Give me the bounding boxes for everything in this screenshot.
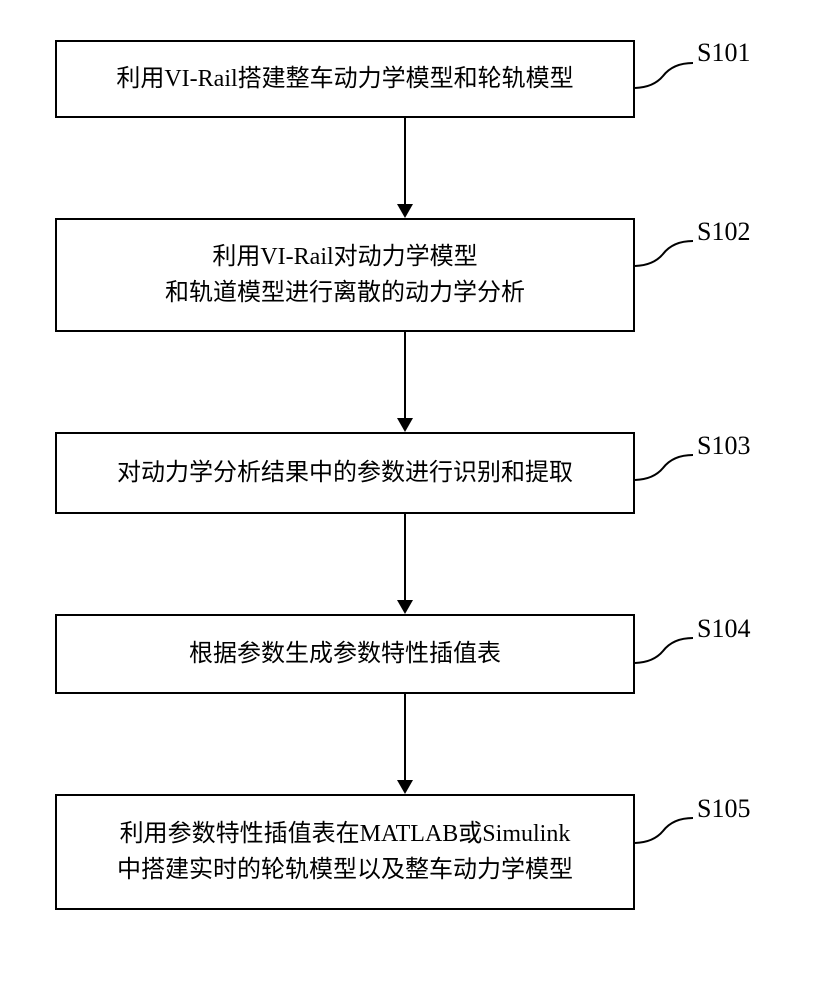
- arrow-connector: [55, 694, 755, 794]
- flowchart-box-s101: 利用VI-Rail搭建整车动力学模型和轮轨模型: [55, 40, 635, 118]
- flowchart-box-s104: 根据参数生成参数特性插值表: [55, 614, 635, 694]
- step-label-s103: S103: [697, 431, 750, 461]
- connector-curve: [633, 813, 693, 853]
- connector-curve: [633, 450, 693, 490]
- flowchart-box-s105: 利用参数特性插值表在MATLAB或Simulink 中搭建实时的轮轨模型以及整车…: [55, 794, 635, 910]
- arrow-line: [404, 694, 406, 780]
- box-text: 和轨道模型进行离散的动力学分析: [165, 275, 525, 311]
- flowchart-box-s102: 利用VI-Rail对动力学模型 和轨道模型进行离散的动力学分析: [55, 218, 635, 332]
- connector-curve: [633, 58, 693, 98]
- arrow-connector: [55, 514, 755, 614]
- arrow-head-icon: [397, 204, 413, 218]
- connector-curve: [633, 633, 693, 673]
- flowchart-container: 利用VI-Rail搭建整车动力学模型和轮轨模型 S101 利用VI-Rail对动…: [55, 40, 755, 910]
- arrow-head-icon: [397, 418, 413, 432]
- step-label-s101: S101: [697, 38, 750, 68]
- box-text: 根据参数生成参数特性插值表: [189, 636, 501, 672]
- connector-curve: [633, 236, 693, 276]
- arrow-head-icon: [397, 600, 413, 614]
- box-text: 对动力学分析结果中的参数进行识别和提取: [117, 455, 573, 491]
- box-text: 利用VI-Rail对动力学模型: [212, 239, 477, 275]
- box-text: 利用VI-Rail搭建整车动力学模型和轮轨模型: [116, 61, 573, 97]
- step-label-s105: S105: [697, 794, 750, 824]
- arrow-line: [404, 332, 406, 418]
- flowchart-box-s103: 对动力学分析结果中的参数进行识别和提取: [55, 432, 635, 514]
- arrow-line: [404, 118, 406, 204]
- arrow-connector: [55, 332, 755, 432]
- box-text: 中搭建实时的轮轨模型以及整车动力学模型: [117, 852, 573, 888]
- step-label-s104: S104: [697, 614, 750, 644]
- arrow-connector: [55, 118, 755, 218]
- box-text: 利用参数特性插值表在MATLAB或Simulink: [120, 816, 571, 852]
- step-label-s102: S102: [697, 217, 750, 247]
- arrow-head-icon: [397, 780, 413, 794]
- arrow-line: [404, 514, 406, 600]
